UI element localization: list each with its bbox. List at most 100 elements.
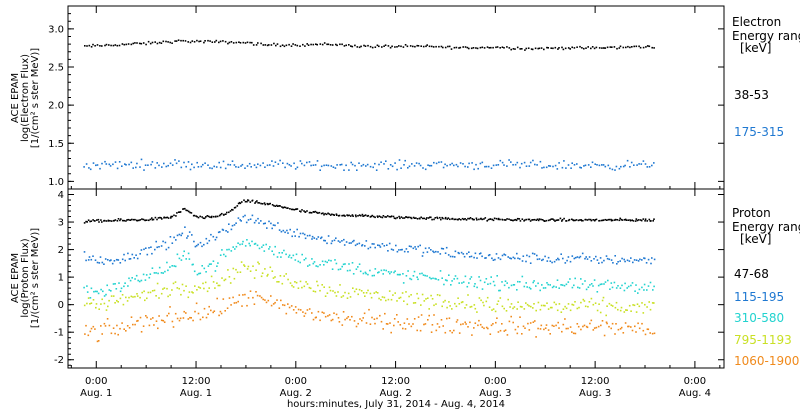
electron-point xyxy=(316,160,319,162)
electron-point xyxy=(467,166,469,168)
proton-point xyxy=(557,219,560,221)
electron-point xyxy=(499,47,501,49)
proton-point xyxy=(526,286,528,288)
proton-point xyxy=(604,281,607,283)
electron-point xyxy=(108,44,110,46)
proton-point xyxy=(87,297,90,299)
proton-point xyxy=(350,242,352,244)
proton-point xyxy=(458,332,461,334)
proton-point xyxy=(289,282,292,284)
proton-point xyxy=(454,218,457,221)
proton-point xyxy=(271,204,274,206)
electron-point xyxy=(554,164,557,167)
electron-point xyxy=(404,44,407,46)
electron-point xyxy=(158,41,161,44)
electron-point xyxy=(570,167,572,169)
electron-point xyxy=(114,161,117,163)
proton-point xyxy=(644,257,646,260)
proton-point xyxy=(216,265,218,267)
proton-point xyxy=(199,241,202,244)
proton-point xyxy=(409,277,411,280)
xtick-date-label: Aug. 3 xyxy=(579,388,611,399)
proton-point xyxy=(228,276,231,278)
electron-point xyxy=(351,163,354,166)
electron-point xyxy=(653,47,655,49)
proton-point xyxy=(437,251,439,253)
proton-point xyxy=(385,299,387,302)
proton-point xyxy=(628,325,630,328)
proton-point xyxy=(131,253,134,256)
proton-point xyxy=(94,290,97,293)
electron-point xyxy=(279,45,282,48)
proton-point xyxy=(239,219,241,221)
proton-point xyxy=(237,242,239,244)
electron-point xyxy=(99,45,101,47)
proton-point xyxy=(317,265,319,268)
electron-point xyxy=(422,45,425,48)
proton-point xyxy=(465,323,467,325)
proton-point xyxy=(510,219,513,221)
proton-point xyxy=(608,325,610,328)
proton-point xyxy=(556,309,559,312)
proton-point xyxy=(563,284,566,287)
electron-point xyxy=(576,163,578,165)
proton-point xyxy=(169,236,172,238)
proton-point xyxy=(355,268,358,270)
proton-point xyxy=(395,244,397,247)
proton-point xyxy=(182,208,184,210)
electron-point xyxy=(336,164,338,166)
proton-point xyxy=(605,321,608,324)
proton-point xyxy=(638,305,641,308)
proton-point xyxy=(402,282,405,284)
proton-point xyxy=(294,259,297,261)
electron-point xyxy=(296,166,299,169)
proton-point xyxy=(410,294,412,296)
electron-point xyxy=(534,47,537,50)
proton-point xyxy=(128,327,131,329)
proton-legend-entry-4: 795-1193 xyxy=(734,333,792,347)
proton-point xyxy=(641,259,643,261)
proton-point xyxy=(223,213,225,216)
electron-point xyxy=(191,40,194,42)
electron-point xyxy=(257,42,259,44)
proton-point xyxy=(336,214,338,216)
proton-point xyxy=(104,258,107,260)
proton-point xyxy=(498,289,500,292)
proton-point xyxy=(146,297,148,300)
electron-point xyxy=(433,161,435,164)
proton-point xyxy=(157,272,159,275)
proton-point xyxy=(587,286,590,288)
proton-point xyxy=(492,259,495,261)
proton-point xyxy=(85,324,87,327)
proton-point xyxy=(249,201,252,203)
proton-point xyxy=(356,243,359,245)
proton-point xyxy=(283,249,285,252)
electron-point xyxy=(139,166,141,168)
proton-point xyxy=(454,250,457,253)
proton-point xyxy=(634,290,636,292)
electron-point xyxy=(470,47,473,50)
proton-point xyxy=(124,282,126,284)
electron-point xyxy=(583,165,585,167)
electron-point xyxy=(257,163,259,165)
electron-point xyxy=(343,169,345,171)
electron-point xyxy=(593,47,596,50)
proton-point xyxy=(510,257,512,260)
proton-point xyxy=(117,259,120,261)
proton-point xyxy=(326,261,328,264)
proton-point xyxy=(529,262,532,264)
proton-point xyxy=(197,286,200,288)
electron-legend-title: Electron xyxy=(732,15,781,29)
proton-point xyxy=(174,265,177,268)
proton-point xyxy=(176,212,178,214)
proton-point xyxy=(309,234,311,237)
proton-point xyxy=(528,286,531,289)
proton-point xyxy=(600,219,603,222)
proton-point xyxy=(158,297,160,299)
proton-point xyxy=(313,211,315,213)
proton-point xyxy=(521,306,523,308)
proton-series-1 xyxy=(83,199,655,224)
proton-point xyxy=(364,214,367,216)
electron-point xyxy=(481,46,484,49)
